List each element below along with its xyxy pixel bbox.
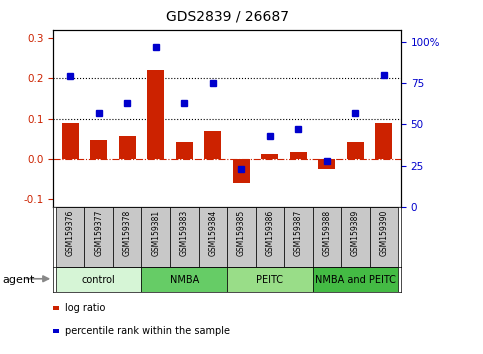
Text: agent: agent xyxy=(2,275,35,285)
Bar xyxy=(227,207,256,267)
Text: GSM159381: GSM159381 xyxy=(151,210,160,256)
Bar xyxy=(119,136,136,159)
Text: GSM159376: GSM159376 xyxy=(66,210,75,257)
Bar xyxy=(227,267,313,292)
Bar xyxy=(318,159,335,169)
Bar xyxy=(113,207,142,267)
Bar xyxy=(369,207,398,267)
Text: GSM159389: GSM159389 xyxy=(351,210,360,256)
Bar xyxy=(341,207,369,267)
Text: GSM159378: GSM159378 xyxy=(123,210,132,256)
Text: percentile rank within the sample: percentile rank within the sample xyxy=(65,326,230,336)
Text: GSM159383: GSM159383 xyxy=(180,210,189,256)
Bar xyxy=(290,152,307,159)
Bar xyxy=(90,140,107,159)
Text: GSM159384: GSM159384 xyxy=(208,210,217,256)
Text: PEITC: PEITC xyxy=(256,275,283,285)
Bar xyxy=(62,122,79,159)
Text: GSM159377: GSM159377 xyxy=(94,210,103,257)
Bar xyxy=(347,142,364,159)
Bar xyxy=(204,131,221,159)
Bar xyxy=(313,207,341,267)
Text: NMBA and PEITC: NMBA and PEITC xyxy=(315,275,396,285)
Bar xyxy=(85,207,113,267)
Text: GDS2839 / 26687: GDS2839 / 26687 xyxy=(166,9,288,23)
Bar xyxy=(142,207,170,267)
Text: log ratio: log ratio xyxy=(65,303,106,313)
Bar xyxy=(56,207,85,267)
Bar xyxy=(147,70,164,159)
Text: GSM159385: GSM159385 xyxy=(237,210,246,256)
Bar xyxy=(233,159,250,183)
Text: GSM159388: GSM159388 xyxy=(322,210,331,256)
Text: GSM159386: GSM159386 xyxy=(265,210,274,256)
Bar xyxy=(261,154,278,159)
Bar xyxy=(176,142,193,159)
Bar xyxy=(313,267,398,292)
Bar xyxy=(142,267,227,292)
Text: GSM159387: GSM159387 xyxy=(294,210,303,256)
Text: NMBA: NMBA xyxy=(170,275,199,285)
Text: control: control xyxy=(82,275,115,285)
Bar xyxy=(256,207,284,267)
Bar xyxy=(375,122,392,159)
Bar xyxy=(199,207,227,267)
Text: GSM159390: GSM159390 xyxy=(379,210,388,257)
Bar xyxy=(56,267,142,292)
Bar xyxy=(284,207,313,267)
Bar xyxy=(170,207,199,267)
